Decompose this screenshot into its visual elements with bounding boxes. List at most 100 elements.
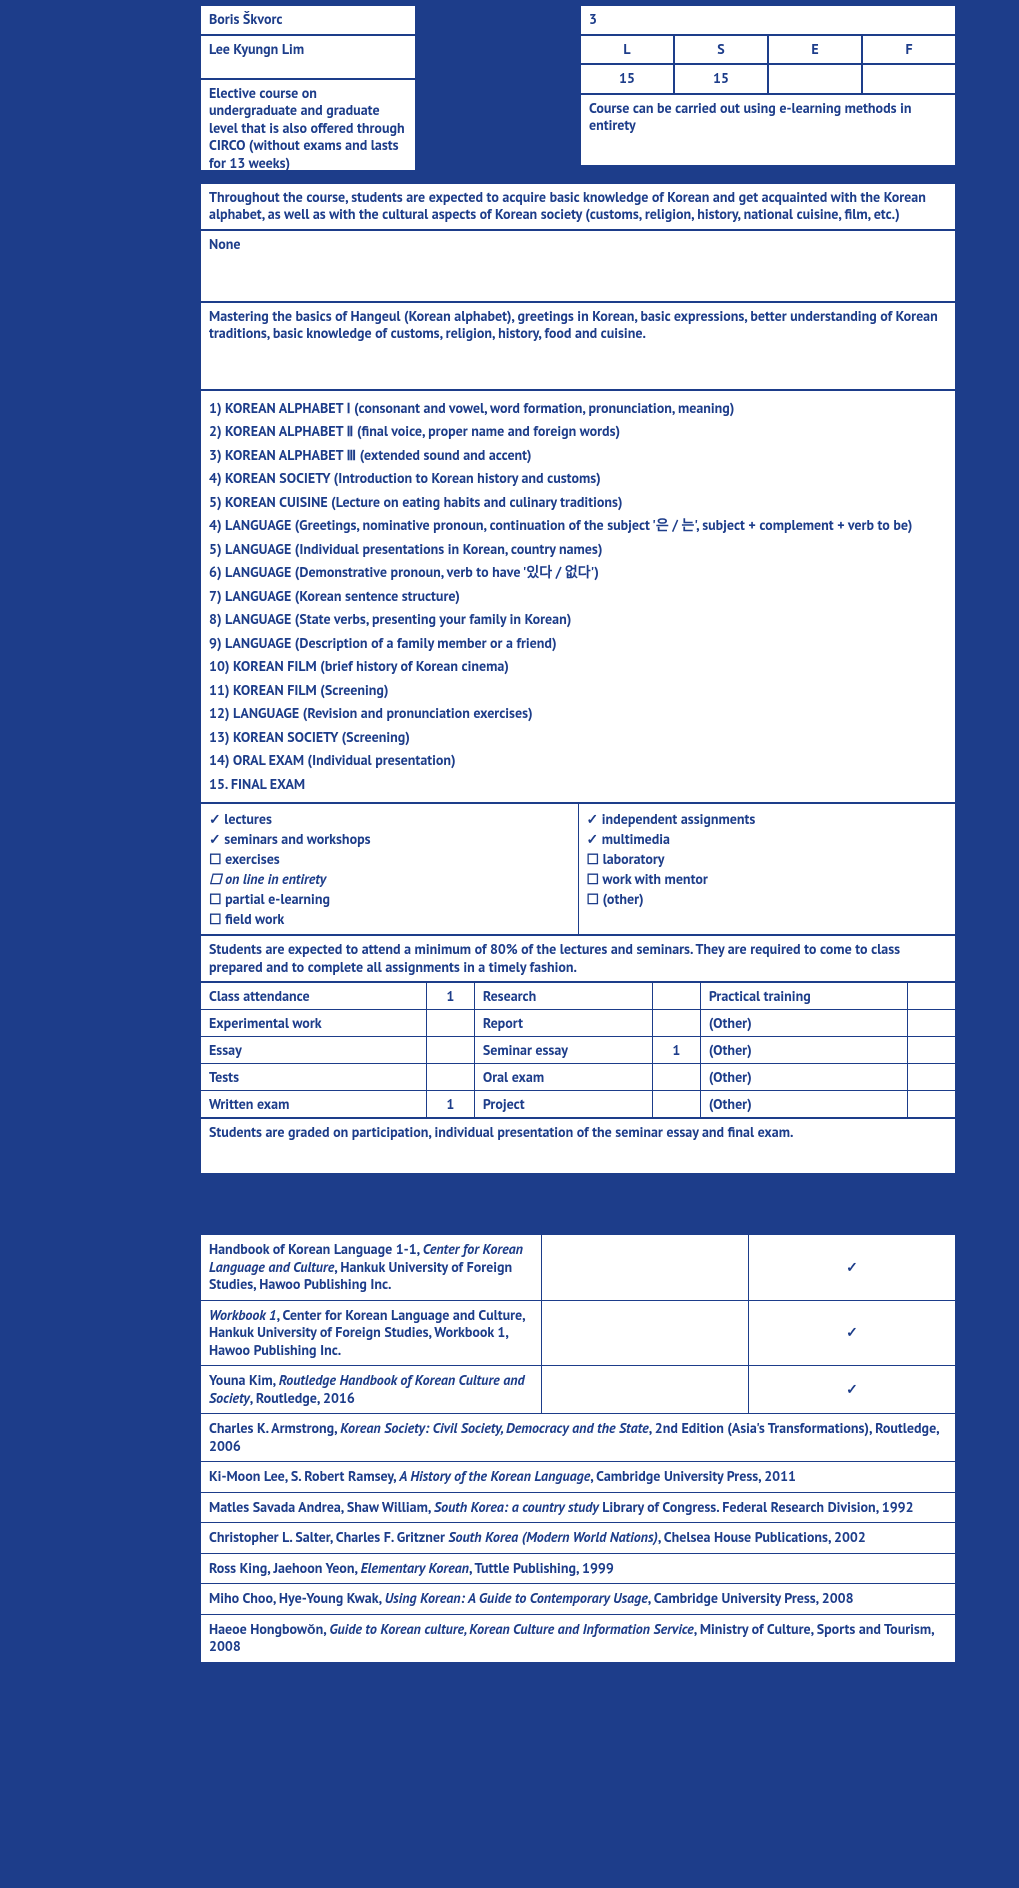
teacher-1: Boris Škvorc [200, 5, 416, 35]
reading-row: Charles K. Armstrong, Korean Society: Ci… [201, 1414, 956, 1462]
table-cell [908, 1091, 956, 1118]
reading-row: Matles Savada Andrea, Shaw William, Sout… [201, 1492, 956, 1523]
table-cell: 1 [652, 1037, 700, 1064]
table-cell: Written exam [201, 1091, 427, 1118]
reading-row: Ross King, Jaehoon Yeon, Elementary Kore… [201, 1553, 956, 1584]
prerequisites: None [200, 230, 956, 302]
workload-block: 3 L S E F 15 15 Course can be carried ou… [580, 5, 956, 171]
content-line: 2) KOREAN ALPHABET Ⅱ (final voice, prope… [209, 420, 947, 444]
table-cell: Practical training [700, 983, 907, 1010]
teaching-option: (other) [587, 889, 948, 909]
table-cell: Oral exam [474, 1064, 652, 1091]
table-cell: (Other) [700, 1010, 907, 1037]
table-cell [908, 1010, 956, 1037]
table-cell [908, 983, 956, 1010]
reading-row: Handbook of Korean Language 1-1, Center … [201, 1235, 956, 1301]
table-cell [908, 1037, 956, 1064]
table-cell [652, 1091, 700, 1118]
workload-header-row: L S E F [580, 35, 956, 65]
main-block: Throughout the course, students are expe… [200, 183, 956, 1663]
grading: Students are graded on participation, in… [200, 1118, 956, 1174]
reading-row: Workbook 1, Center for Korean Language a… [201, 1300, 956, 1366]
teaching-option: work with mentor [587, 869, 948, 889]
table-cell: Tests [201, 1064, 427, 1091]
reading-copies [542, 1235, 749, 1301]
content-line: 4) LANGUAGE (Greetings, nominative prono… [209, 514, 947, 538]
content-line: 5) KOREAN CUISINE (Lecture on eating hab… [209, 491, 947, 515]
table-cell: 1 [426, 983, 474, 1010]
table-cell: Report [474, 1010, 652, 1037]
workload-values-row: 15 15 [580, 64, 956, 94]
table-cell [652, 983, 700, 1010]
reading-title: Handbook of Korean Language 1-1, Center … [201, 1235, 542, 1301]
reading-row: Ki-Moon Lee, S. Robert Ramsey, A History… [201, 1462, 956, 1493]
table-cell: Experimental work [201, 1010, 427, 1037]
table-cell: Class attendance [201, 983, 427, 1010]
teaching-option: multimedia [587, 829, 948, 849]
reading-title: Ross King, Jaehoon Yeon, Elementary Kore… [201, 1553, 956, 1584]
reading-online: ✓ [749, 1366, 956, 1414]
table-cell [908, 1064, 956, 1091]
content-line: 7) LANGUAGE (Korean sentence structure) [209, 585, 947, 609]
content-line: 3) KOREAN ALPHABET Ⅲ (extended sound and… [209, 444, 947, 468]
teaching-option: lectures [209, 809, 570, 829]
reading-title: Ki-Moon Lee, S. Robert Ramsey, A History… [201, 1462, 956, 1493]
reading-title: Workbook 1, Center for Korean Language a… [201, 1300, 542, 1366]
header-row: Boris Škvorc Lee Kyungn Lim Elective cou… [200, 5, 956, 171]
teaching-option: independent assignments [587, 809, 948, 829]
teaching-col-right: independent assignmentsmultimedialaborat… [579, 804, 956, 934]
reading-row: Christopher L. Salter, Charles F. Gritzn… [201, 1523, 956, 1554]
reading-title: Christopher L. Salter, Charles F. Gritzn… [201, 1523, 956, 1554]
reading-list: Handbook of Korean Language 1-1, Center … [200, 1234, 956, 1663]
reading-title: Matles Savada Andrea, Shaw William, Sout… [201, 1492, 956, 1523]
ects-value: 3 [580, 5, 956, 35]
content-line: 13) KOREAN SOCIETY (Screening) [209, 726, 947, 750]
obligations: Students are expected to attend a minimu… [200, 935, 956, 982]
reading-copies [542, 1366, 749, 1414]
table-cell: Essay [201, 1037, 427, 1064]
reading-row: Miho Choo, Hye-Young Kwak, Using Korean:… [201, 1584, 956, 1615]
content-line: 15. FINAL EXAM [209, 773, 947, 797]
content-line: 5) LANGUAGE (Individual presentations in… [209, 538, 947, 562]
assessment-table: Class attendance1ResearchPractical train… [200, 982, 956, 1118]
table-row: TestsOral exam(Other) [201, 1064, 956, 1091]
workload-val-f [862, 64, 956, 94]
teaching-option: exercises [209, 849, 570, 869]
table-cell: Research [474, 983, 652, 1010]
table-row: Experimental work Report (Other) [201, 1010, 956, 1037]
table-cell: 1 [426, 1091, 474, 1118]
workload-val-e [768, 64, 862, 94]
workload-head-e: E [768, 35, 862, 65]
teachers-block: Boris Škvorc Lee Kyungn Lim Elective cou… [200, 5, 416, 171]
reading-title: Youna Kim, Routledge Handbook of Korean … [201, 1366, 542, 1414]
reading-row: Haeoe Hongbowŏn, Guide to Korean culture… [201, 1614, 956, 1662]
workload-val-s: 15 [674, 64, 768, 94]
objectives: Throughout the course, students are expe… [200, 183, 956, 230]
content-line: 10) KOREAN FILM (brief history of Korean… [209, 655, 947, 679]
teaching-option: field work [209, 909, 570, 929]
reading-online: ✓ [749, 1235, 956, 1301]
teaching-option: on line in entirety [209, 869, 570, 889]
workload-val-l: 15 [580, 64, 674, 94]
teaching-col-left: lecturesseminars and workshopsexerciseso… [201, 804, 579, 934]
content-line: 14) ORAL EXAM (Individual presentation) [209, 749, 947, 773]
table-cell: (Other) [700, 1037, 907, 1064]
workload-head-f: F [862, 35, 956, 65]
teaching-methods: lecturesseminars and workshopsexerciseso… [200, 803, 956, 935]
table-cell [426, 1064, 474, 1091]
teaching-option: laboratory [587, 849, 948, 869]
reading-title: Miho Choo, Hye-Young Kwak, Using Korean:… [201, 1584, 956, 1615]
table-cell: (Other) [700, 1091, 907, 1118]
reading-title: Haeoe Hongbowŏn, Guide to Korean culture… [201, 1614, 956, 1662]
reading-row: Youna Kim, Routledge Handbook of Korean … [201, 1366, 956, 1414]
reading-copies [542, 1300, 749, 1366]
course-syllabus-page: Boris Škvorc Lee Kyungn Lim Elective cou… [0, 0, 1019, 1888]
table-cell: Seminar essay [474, 1037, 652, 1064]
content-line: 4) KOREAN SOCIETY (Introduction to Korea… [209, 467, 947, 491]
table-cell [652, 1010, 700, 1037]
table-cell: Project [474, 1091, 652, 1118]
content-line: 1) KOREAN ALPHABET Ⅰ (consonant and vowe… [209, 397, 947, 421]
table-row: Written exam1Project (Other) [201, 1091, 956, 1118]
content-line: 9) LANGUAGE (Description of a family mem… [209, 632, 947, 656]
outcomes: Mastering the basics of Hangeul (Korean … [200, 302, 956, 390]
